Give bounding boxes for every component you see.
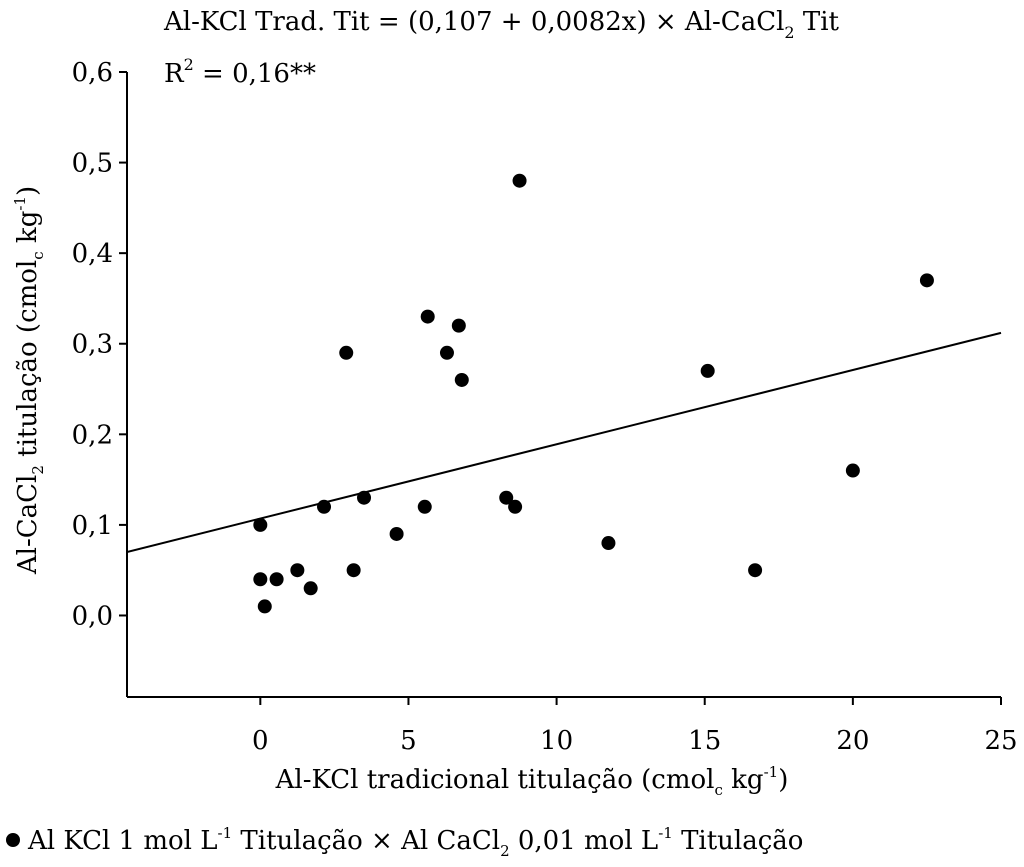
x-tick-label: 10 bbox=[540, 726, 573, 756]
data-point bbox=[499, 490, 514, 505]
equation-prefix: Al-KCl Trad. Tit = (0,107 + 0,0082x) × A… bbox=[163, 7, 784, 37]
data-point bbox=[269, 572, 284, 587]
y-axis-ticks: 0,0 0,1 0,2 0,3 0,4 0,5 0,6 bbox=[72, 58, 127, 631]
data-point bbox=[417, 499, 432, 514]
legend-part-3: 0,01 mol L bbox=[510, 826, 659, 856]
y-tick-label: 0,3 bbox=[72, 330, 113, 360]
data-point bbox=[512, 173, 527, 188]
ylabel-superscript: -1 bbox=[11, 196, 29, 211]
y-axis-title: Al-CaCl2 titulação (cmolc kg-1) bbox=[11, 186, 47, 575]
y-tick-label: 0,2 bbox=[72, 420, 113, 450]
legend-superscript-1: -1 bbox=[218, 824, 233, 842]
data-point bbox=[454, 372, 469, 387]
legend-part-4: Titulação bbox=[673, 826, 804, 856]
data-point bbox=[317, 499, 332, 514]
data-point bbox=[601, 536, 616, 551]
r2-superscript: 2 bbox=[184, 55, 194, 74]
data-point bbox=[253, 517, 268, 532]
x-axis-title: Al-KCl tradicional titulação (cmolc kg-1… bbox=[275, 763, 789, 799]
ylabel-suffix: ) bbox=[13, 186, 43, 196]
data-point bbox=[253, 572, 268, 587]
data-point bbox=[748, 563, 763, 578]
x-tick-label: 25 bbox=[984, 726, 1017, 756]
data-point bbox=[439, 345, 454, 360]
equation-suffix: Tit bbox=[795, 7, 840, 37]
data-point bbox=[700, 363, 715, 378]
data-points bbox=[253, 173, 934, 614]
data-point bbox=[451, 318, 466, 333]
data-point bbox=[919, 273, 934, 288]
data-point bbox=[357, 490, 372, 505]
ylabel-subscript-2: c bbox=[29, 251, 47, 259]
legend: Al KCl 1 mol L-1 Titulação × Al CaCl2 0,… bbox=[6, 824, 803, 860]
data-point bbox=[303, 581, 318, 596]
xlabel-suffix: ) bbox=[778, 765, 788, 795]
y-tick-label: 0,4 bbox=[72, 239, 113, 269]
data-point bbox=[346, 563, 361, 578]
data-point bbox=[339, 345, 354, 360]
r2-prefix: R bbox=[164, 59, 185, 89]
legend-label: Al KCl 1 mol L-1 Titulação × Al CaCl2 0,… bbox=[27, 824, 803, 860]
equation-subscript: 2 bbox=[784, 23, 794, 42]
legend-part-1: Al KCl 1 mol L bbox=[27, 826, 218, 856]
ylabel-subscript: 2 bbox=[29, 465, 47, 475]
y-tick-label: 0,1 bbox=[72, 511, 113, 541]
legend-subscript-2: 2 bbox=[500, 842, 510, 860]
x-tick-label: 20 bbox=[836, 726, 869, 756]
y-tick-label: 0,6 bbox=[72, 58, 113, 88]
r2-suffix: = 0,16** bbox=[194, 59, 316, 89]
ylabel-middle: titulação (cmol bbox=[13, 260, 43, 465]
xlabel-subscript: c bbox=[715, 781, 723, 799]
legend-marker bbox=[6, 833, 20, 847]
y-tick-label: 0,0 bbox=[72, 601, 113, 631]
data-point bbox=[420, 309, 435, 324]
data-point bbox=[389, 526, 404, 541]
regression-equation: Al-KCl Trad. Tit = (0,107 + 0,0082x) × A… bbox=[163, 7, 840, 42]
x-tick-label: 5 bbox=[400, 726, 417, 756]
r-squared-label: R2 = 0,16** bbox=[164, 55, 316, 89]
data-point bbox=[257, 599, 272, 614]
ylabel-prefix: Al-CaCl bbox=[13, 475, 43, 575]
data-point bbox=[845, 463, 860, 478]
x-axis-ticks: 0 5 10 15 20 25 bbox=[252, 697, 1018, 756]
y-tick-label: 0,5 bbox=[72, 149, 113, 179]
xlabel-prefix: Al-KCl tradicional titulação (cmol bbox=[275, 765, 715, 795]
x-tick-label: 15 bbox=[688, 726, 721, 756]
xlabel-superscript: -1 bbox=[764, 763, 779, 781]
legend-part-2: Titulação × Al CaCl bbox=[232, 826, 500, 856]
xlabel-middle: kg bbox=[723, 765, 764, 795]
regression-line bbox=[126, 331, 1002, 553]
x-tick-label: 0 bbox=[252, 726, 269, 756]
legend-superscript-3: -1 bbox=[658, 824, 673, 842]
data-point bbox=[290, 563, 305, 578]
data-point bbox=[508, 499, 523, 514]
ylabel-middle-2: kg bbox=[13, 211, 43, 252]
